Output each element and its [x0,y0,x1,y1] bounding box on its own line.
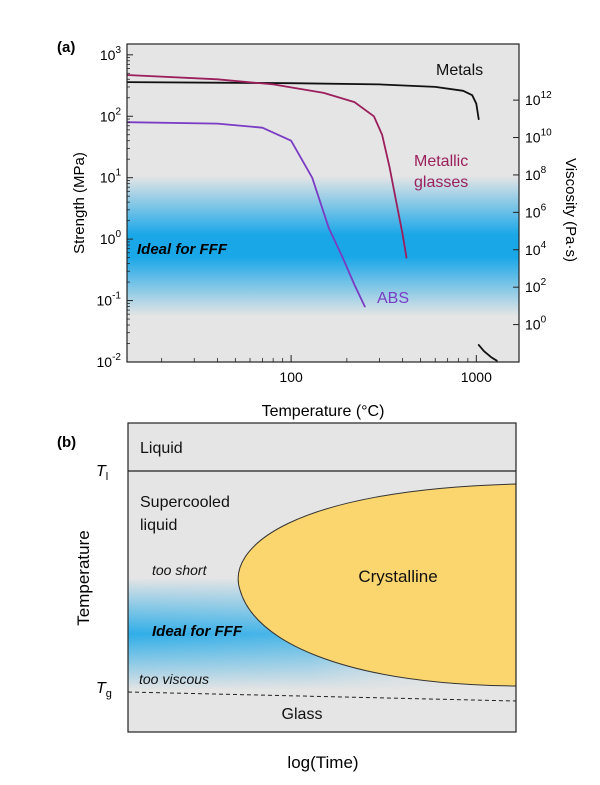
y-tick-label: 10-1 [97,291,122,309]
y-tick-label: 103 [100,45,122,63]
y-tick-label: 101 [100,168,122,186]
region-liquid: Liquid [140,440,183,457]
y2-tick-label-exp: 6 [541,202,547,213]
label-metals: Metals [436,62,483,79]
t-g-line [127,691,517,702]
y-tick-label-base: 10 [100,108,116,124]
y2-tick-label-exp: 12 [541,90,553,101]
y-tick-label-base: 10 [100,47,116,63]
y-tick-label-base: 10 [97,293,113,309]
y2-axis-title-a: Viscosity (Pa·s) [562,158,579,262]
y-tick-label-exp: -1 [112,291,121,302]
y2-tick-label-exp: 0 [541,315,547,326]
label-metallic-glasses-line2: glasses [414,174,468,191]
region-crystalline: Crystalline [358,567,437,586]
y-tick-label: 102 [100,106,122,124]
label-metallic-glasses: Metallic glasses [414,153,473,191]
y-tick-label-base: 10 [100,231,116,247]
y-tick-label-exp: 0 [115,229,121,240]
series-line-metals [477,343,498,362]
fff-band-a [127,176,519,316]
y2-tick-label-base: 10 [525,92,541,108]
series-group-a [127,74,498,362]
y-tick-label: 100 [100,229,122,247]
x-axis-title-b: log(Time) [287,753,358,772]
region-supercooled-line2: liquid [140,517,177,534]
series-line-abs [127,121,366,308]
crystalline-region [237,483,516,687]
y2-tick-label-exp: 2 [541,277,547,288]
fff-band-label-a: Ideal for FFF [137,241,228,258]
y2-tick-label-base: 10 [525,279,541,295]
level-t-l-sub: l [106,471,108,483]
y2-tick-label: 108 [525,165,547,183]
y2-tick-label: 100 [525,315,547,333]
y-tick-label-exp: -2 [112,352,121,363]
level-t-g-symbol: T [96,680,107,697]
region-supercooled-line1: Supercooled [140,494,230,511]
y2-tick-label-base: 10 [525,167,541,183]
y-tick-label-exp: 1 [115,168,121,179]
y-tick-label-base: 10 [100,170,116,186]
y-tick-label-exp: 2 [115,106,121,117]
label-abs: ABS [377,290,409,307]
y2-tick-label-exp: 4 [541,240,547,251]
level-t-g-sub: g [106,688,112,700]
y2-tick-label-base: 10 [525,204,541,220]
y2-tick-label-exp: 8 [541,165,547,176]
level-t-g: Tg [96,680,112,700]
y-tick-label-exp: 3 [115,45,121,56]
y-tick-label-base: 10 [97,354,113,370]
x-tick-label: 100 [279,369,303,385]
y2-tick-label-base: 10 [525,242,541,258]
region-supercooled: Supercooled liquid [140,494,234,534]
series-line-metallic-glasses [127,74,408,259]
y2-tick-label: 106 [525,202,547,220]
y2-tick-label-base: 10 [525,317,541,333]
x-axis: 100 1000 [161,355,492,385]
level-t-l: Tl [96,463,108,483]
region-too-short: too short [152,562,208,578]
x-tick-label: 1000 [461,369,492,385]
panel-b-frame [127,422,517,733]
y-axis-title-a: Strength (MPa) [71,152,88,254]
y2-tick-label-exp: 10 [541,128,553,139]
region-too-viscous: too viscous [139,671,209,687]
y2-tick-label: 1010 [525,128,552,146]
panel-a-label: (a) [57,39,75,56]
x-axis-title-a: Temperature (°C) [262,403,385,420]
region-fff: Ideal for FFF [152,623,243,640]
region-glass: Glass [282,706,323,723]
y2-tick-label: 1012 [525,90,552,108]
label-metallic-glasses-line1: Metallic [414,153,468,170]
panel-a-frame [126,43,520,363]
y-axis-title-b: Temperature [74,530,93,625]
y-tick-label: 10-2 [97,352,122,370]
panel-b-label: (b) [57,434,76,451]
y2-tick-label-base: 10 [525,130,541,146]
panel-b: (b) Tl Tg Liquid Supercooled liquid too … [57,422,517,772]
y2-tick-label: 102 [525,277,547,295]
y2-tick-label: 104 [525,240,547,258]
level-t-l-symbol: T [96,463,107,480]
